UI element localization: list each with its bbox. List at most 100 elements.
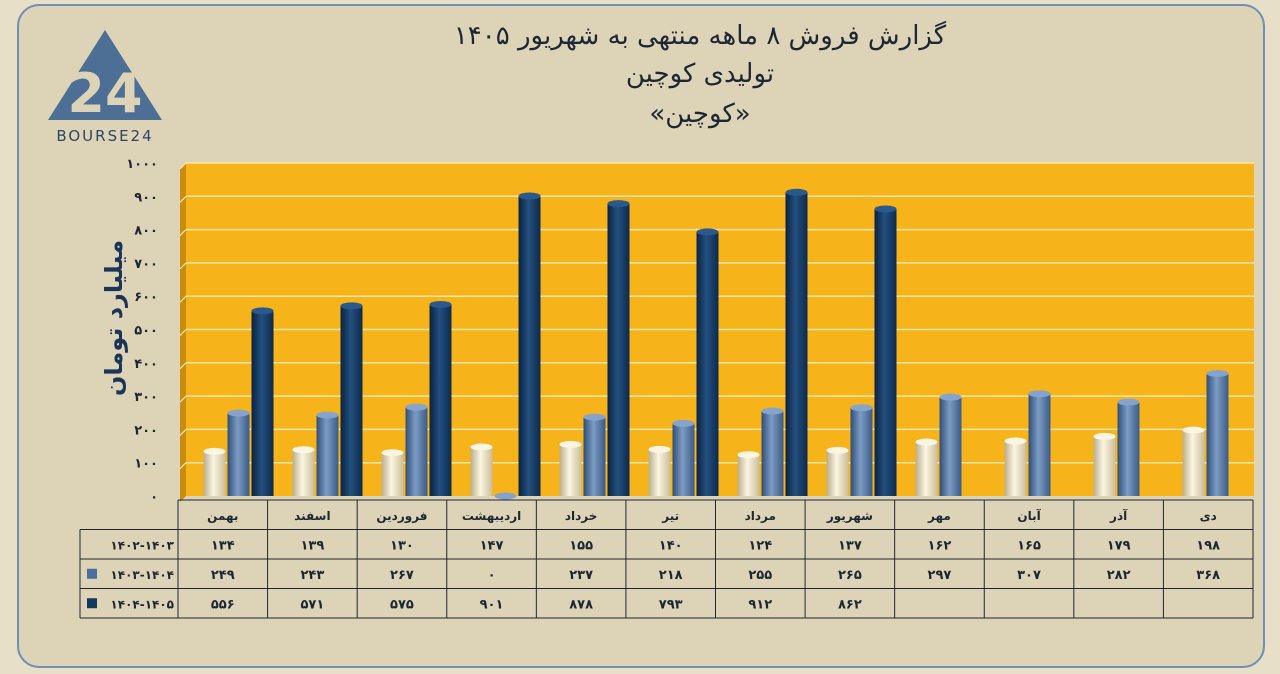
table-cell: ۹۰۱ (480, 597, 504, 612)
gridline-side (179, 362, 187, 370)
logo-number: 24 (67, 62, 142, 125)
bar (316, 411, 339, 496)
bar-cap (292, 446, 315, 454)
table-cell: ۲۳۷ (569, 568, 593, 583)
bar-body (559, 444, 582, 496)
bar-cap (1182, 426, 1205, 434)
category-label: فروردین (376, 509, 427, 524)
bar (559, 440, 582, 496)
series-label: ۱۴۰۳-۱۴۰۴ (110, 568, 174, 582)
bar-body (583, 417, 606, 496)
bar (340, 302, 363, 496)
bar-cap (340, 302, 363, 310)
y-tick-label: ۱۰۰ (134, 457, 158, 472)
bar (1093, 432, 1116, 496)
bar-body (761, 411, 784, 496)
bar-body (292, 449, 315, 496)
bar (737, 451, 760, 496)
bar-cap (381, 449, 404, 457)
table-cell: ۲۸۲ (1107, 568, 1131, 583)
table-cell: ۸۶۲ (838, 597, 862, 612)
category-label: مرداد (745, 509, 776, 523)
bar-body (939, 397, 962, 496)
bar-body (1093, 436, 1116, 496)
bar-body (607, 203, 630, 496)
bar-body (1182, 430, 1205, 496)
bar (672, 419, 695, 496)
bar-cap (607, 200, 630, 208)
bar (915, 438, 938, 496)
gridline-side (179, 428, 187, 436)
bar-cap (405, 403, 428, 411)
bar-body (429, 304, 452, 496)
category-label: خرداد (565, 509, 598, 523)
bar (292, 446, 315, 496)
y-tick-label: ۸۰۰ (134, 224, 158, 239)
y-tick-label: ۲۰۰ (134, 423, 158, 438)
category-label: اسفند (294, 509, 330, 523)
table-cell: ۳۶۸ (1196, 568, 1220, 583)
bar-cap (251, 307, 274, 315)
category-label: آذر (1109, 508, 1128, 523)
logo-triangle (48, 30, 162, 120)
bar-cap (785, 188, 808, 196)
bar (518, 192, 541, 497)
bar (648, 445, 671, 496)
table-cell: ۱۷۹ (1107, 538, 1131, 553)
bar-body (405, 407, 428, 496)
table-cell: ۳۰۷ (1017, 568, 1041, 583)
y-tick-label: ۷۰۰ (134, 257, 158, 272)
gridline-side (179, 195, 187, 203)
bar-cap (826, 446, 849, 454)
table-cell: ۱۲۴ (748, 538, 772, 553)
bar (939, 393, 962, 496)
series-label: ۱۴۰۴-۱۴۰۵ (110, 597, 174, 611)
bar (381, 449, 404, 496)
bar (1182, 426, 1205, 496)
bar-body (203, 451, 226, 496)
bar (203, 447, 226, 496)
table-cell: ۱۳۹ (300, 538, 324, 553)
gridline-side (179, 262, 187, 270)
table-cell: ۵۷۵ (390, 597, 414, 612)
bar-cap (518, 192, 541, 200)
table-cell: ۱۳۰ (390, 538, 414, 553)
bar-body (648, 449, 671, 496)
category-label: بهمن (207, 509, 238, 523)
bar-cap (1206, 369, 1229, 377)
bar (1028, 390, 1051, 496)
category-label: اردیبهشت (462, 509, 521, 523)
category-label: مهر (927, 509, 951, 523)
bar-cap (672, 419, 695, 427)
bar (405, 403, 428, 496)
bar-body (672, 423, 695, 496)
bar (696, 228, 719, 496)
bar (227, 409, 250, 496)
y-tick-label: ۵۰۰ (134, 324, 158, 339)
bar-cap (559, 440, 582, 448)
table-cell: ۱۶۲ (928, 538, 952, 553)
bar-body (696, 231, 719, 496)
bar (494, 492, 517, 500)
bar-body (340, 305, 363, 496)
bar-body (518, 195, 541, 497)
category-label: تیر (661, 509, 679, 523)
category-label: شهریور (826, 509, 873, 524)
bar-cap (227, 409, 250, 417)
bar-cap (583, 413, 606, 421)
gridline-side (179, 229, 187, 237)
table-cell: ۲۹۷ (928, 568, 952, 583)
gridline-side (179, 462, 187, 470)
bar-body (1117, 402, 1140, 496)
bar (850, 404, 873, 496)
table-cell: ۱۳۷ (838, 538, 862, 553)
bar-cap (1117, 398, 1140, 406)
bar-body (227, 413, 250, 496)
bar (785, 188, 808, 496)
table-cell: ۵۵۶ (211, 597, 235, 612)
table-cell: ۲۴۹ (211, 568, 235, 583)
table-cell: ۵۷۱ (300, 597, 324, 612)
bar-cap (203, 447, 226, 455)
y-tick-label: ۱۰۰۰ (126, 157, 158, 172)
